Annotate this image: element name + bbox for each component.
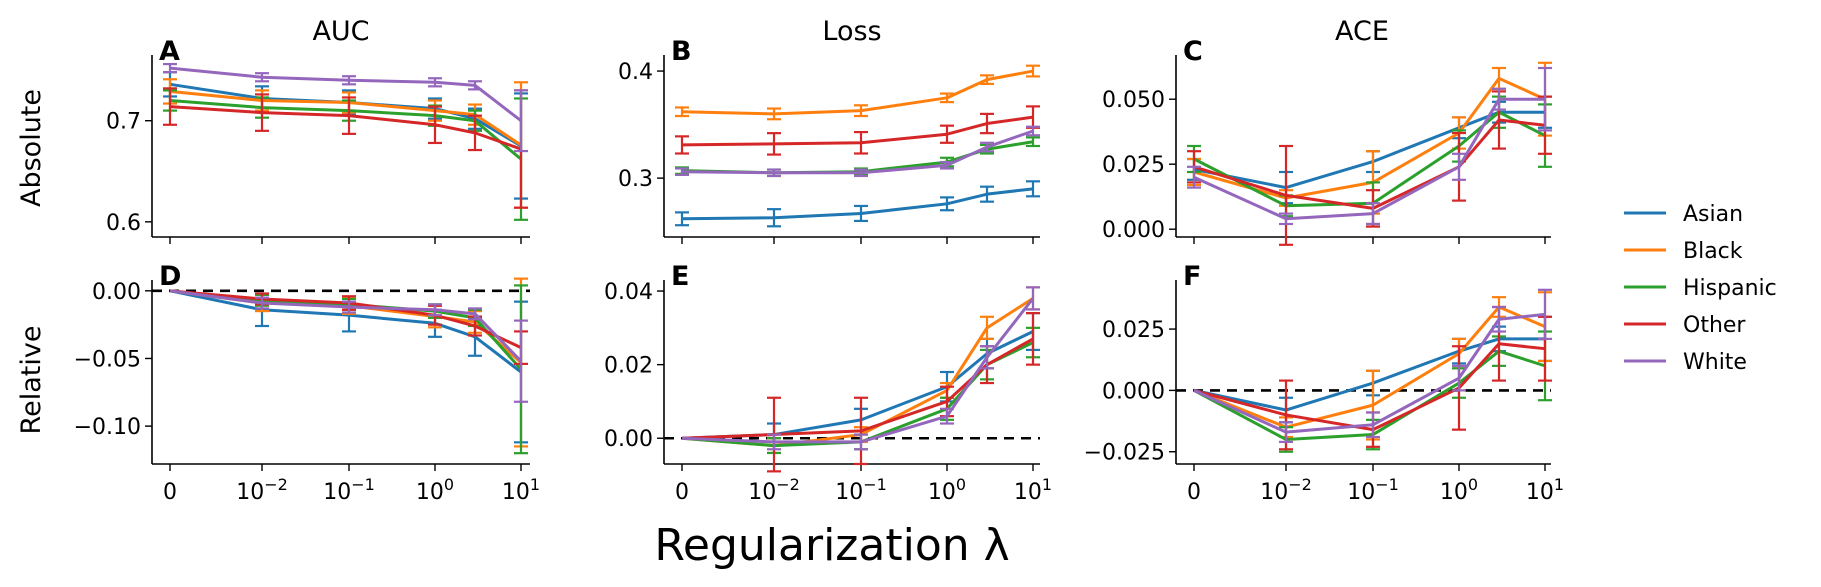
series-line-white	[1193, 312, 1546, 434]
series-line-hispanic	[169, 99, 522, 161]
panel-B: 0.3 0.4 B	[618, 36, 1040, 244]
y-tick-label: 0.3	[618, 167, 653, 192]
panel-letter: B	[671, 36, 692, 67]
x-tick-label: 100	[1440, 475, 1478, 505]
series-line-asian	[681, 187, 1034, 221]
y-tick-label: 0.00	[604, 427, 653, 452]
panel-F: −0.025 0.000 0.025 0 10−2 10−1 100 101 F	[1084, 261, 1565, 505]
y-tick-label: 0.000	[1102, 379, 1165, 404]
series-line-other	[1193, 118, 1546, 210]
panel-E: 0.00 0.02 0.04 0 10−2 10−1 100 101 E	[604, 261, 1052, 505]
series-line-white	[169, 66, 522, 122]
y-tick-label: 0.00	[92, 280, 141, 305]
y-tick-label: −0.05	[74, 347, 141, 372]
x-tick-label: 10−1	[835, 475, 887, 505]
y-tick-label: 0.4	[618, 60, 653, 85]
series-line-asian	[1193, 110, 1545, 190]
x-tick-label: 0	[163, 480, 177, 505]
y-tick-label: −0.10	[74, 415, 141, 440]
panel-A: 0.6 0.7 A	[106, 36, 530, 244]
col-title-loss: Loss	[822, 16, 881, 47]
series-line-black	[1193, 305, 1546, 429]
series-line-other	[681, 337, 1034, 440]
panel-letter: A	[159, 36, 180, 67]
row-label-relative: Relative	[16, 326, 47, 435]
series-line-white	[169, 289, 523, 363]
x-tick-label: 101	[1014, 475, 1052, 505]
col-title-ace: ACE	[1335, 16, 1389, 47]
x-tick-label: 100	[416, 475, 454, 505]
x-tick-label: 10−1	[1347, 475, 1399, 505]
y-tick-label: 0.000	[1102, 218, 1165, 243]
x-tick-label: 10−2	[748, 475, 800, 505]
col-title-auc: AUC	[312, 16, 369, 47]
y-tick-label: 0.025	[1102, 318, 1165, 343]
y-tick-label: 0.04	[604, 280, 653, 305]
series-line-asian	[1193, 337, 1545, 412]
panel-letter: D	[159, 261, 181, 292]
series-line-other	[169, 105, 522, 151]
series-line-hispanic	[1193, 110, 1546, 208]
panels-group: 0.60.7A0.30.4B0.0000.0250.050C−0.10−0.05…	[74, 36, 1565, 505]
x-tick-label: 0	[1187, 480, 1201, 505]
x-tick-label: 10−2	[236, 475, 288, 505]
x-tick-label: 10−2	[1260, 475, 1312, 505]
x-axis-label: Regularization λ	[654, 520, 1009, 571]
y-tick-label: −0.025	[1084, 441, 1165, 466]
row-label-absolute: Absolute	[16, 89, 47, 207]
series-line-other	[1193, 342, 1546, 432]
legend-label-hispanic: Hispanic	[1683, 276, 1777, 301]
panel-D: −0.10 −0.05 0.00 0 10−2 10−1 100 101 D	[74, 261, 541, 505]
series-line-white	[681, 297, 1035, 444]
series-line-black	[1193, 76, 1546, 200]
legend-label-asian: Asian	[1683, 202, 1743, 227]
panel-letter: E	[671, 261, 689, 292]
y-tick-label: 0.7	[106, 110, 141, 135]
series-line-white	[1193, 97, 1545, 221]
x-tick-label: 10−1	[323, 475, 375, 505]
x-tick-label: 101	[502, 475, 540, 505]
legend-label-black: Black	[1683, 239, 1743, 264]
y-tick-label: 0.050	[1102, 88, 1165, 113]
series-line-black	[169, 89, 522, 147]
y-tick-label: 0.6	[106, 211, 141, 236]
panel-letter: C	[1183, 36, 1203, 67]
series-line-other	[681, 115, 1034, 147]
series-line-asian	[169, 289, 522, 374]
series-line-white	[681, 129, 1034, 175]
x-tick-label: 101	[1526, 475, 1564, 505]
series-line-black	[681, 69, 1034, 116]
x-tick-label: 0	[675, 480, 689, 505]
legend-label-white: White	[1683, 350, 1747, 375]
legend-label-other: Other	[1683, 313, 1746, 338]
legend: Asian Black Hispanic Other White	[1624, 202, 1777, 375]
panel-C: 0.000 0.025 0.050 C	[1102, 36, 1552, 246]
panel-letter: F	[1183, 261, 1201, 292]
x-tick-label: 100	[928, 475, 966, 505]
y-tick-label: 0.025	[1102, 153, 1165, 178]
series-line-asian	[681, 330, 1034, 440]
y-tick-label: 0.02	[604, 354, 653, 379]
